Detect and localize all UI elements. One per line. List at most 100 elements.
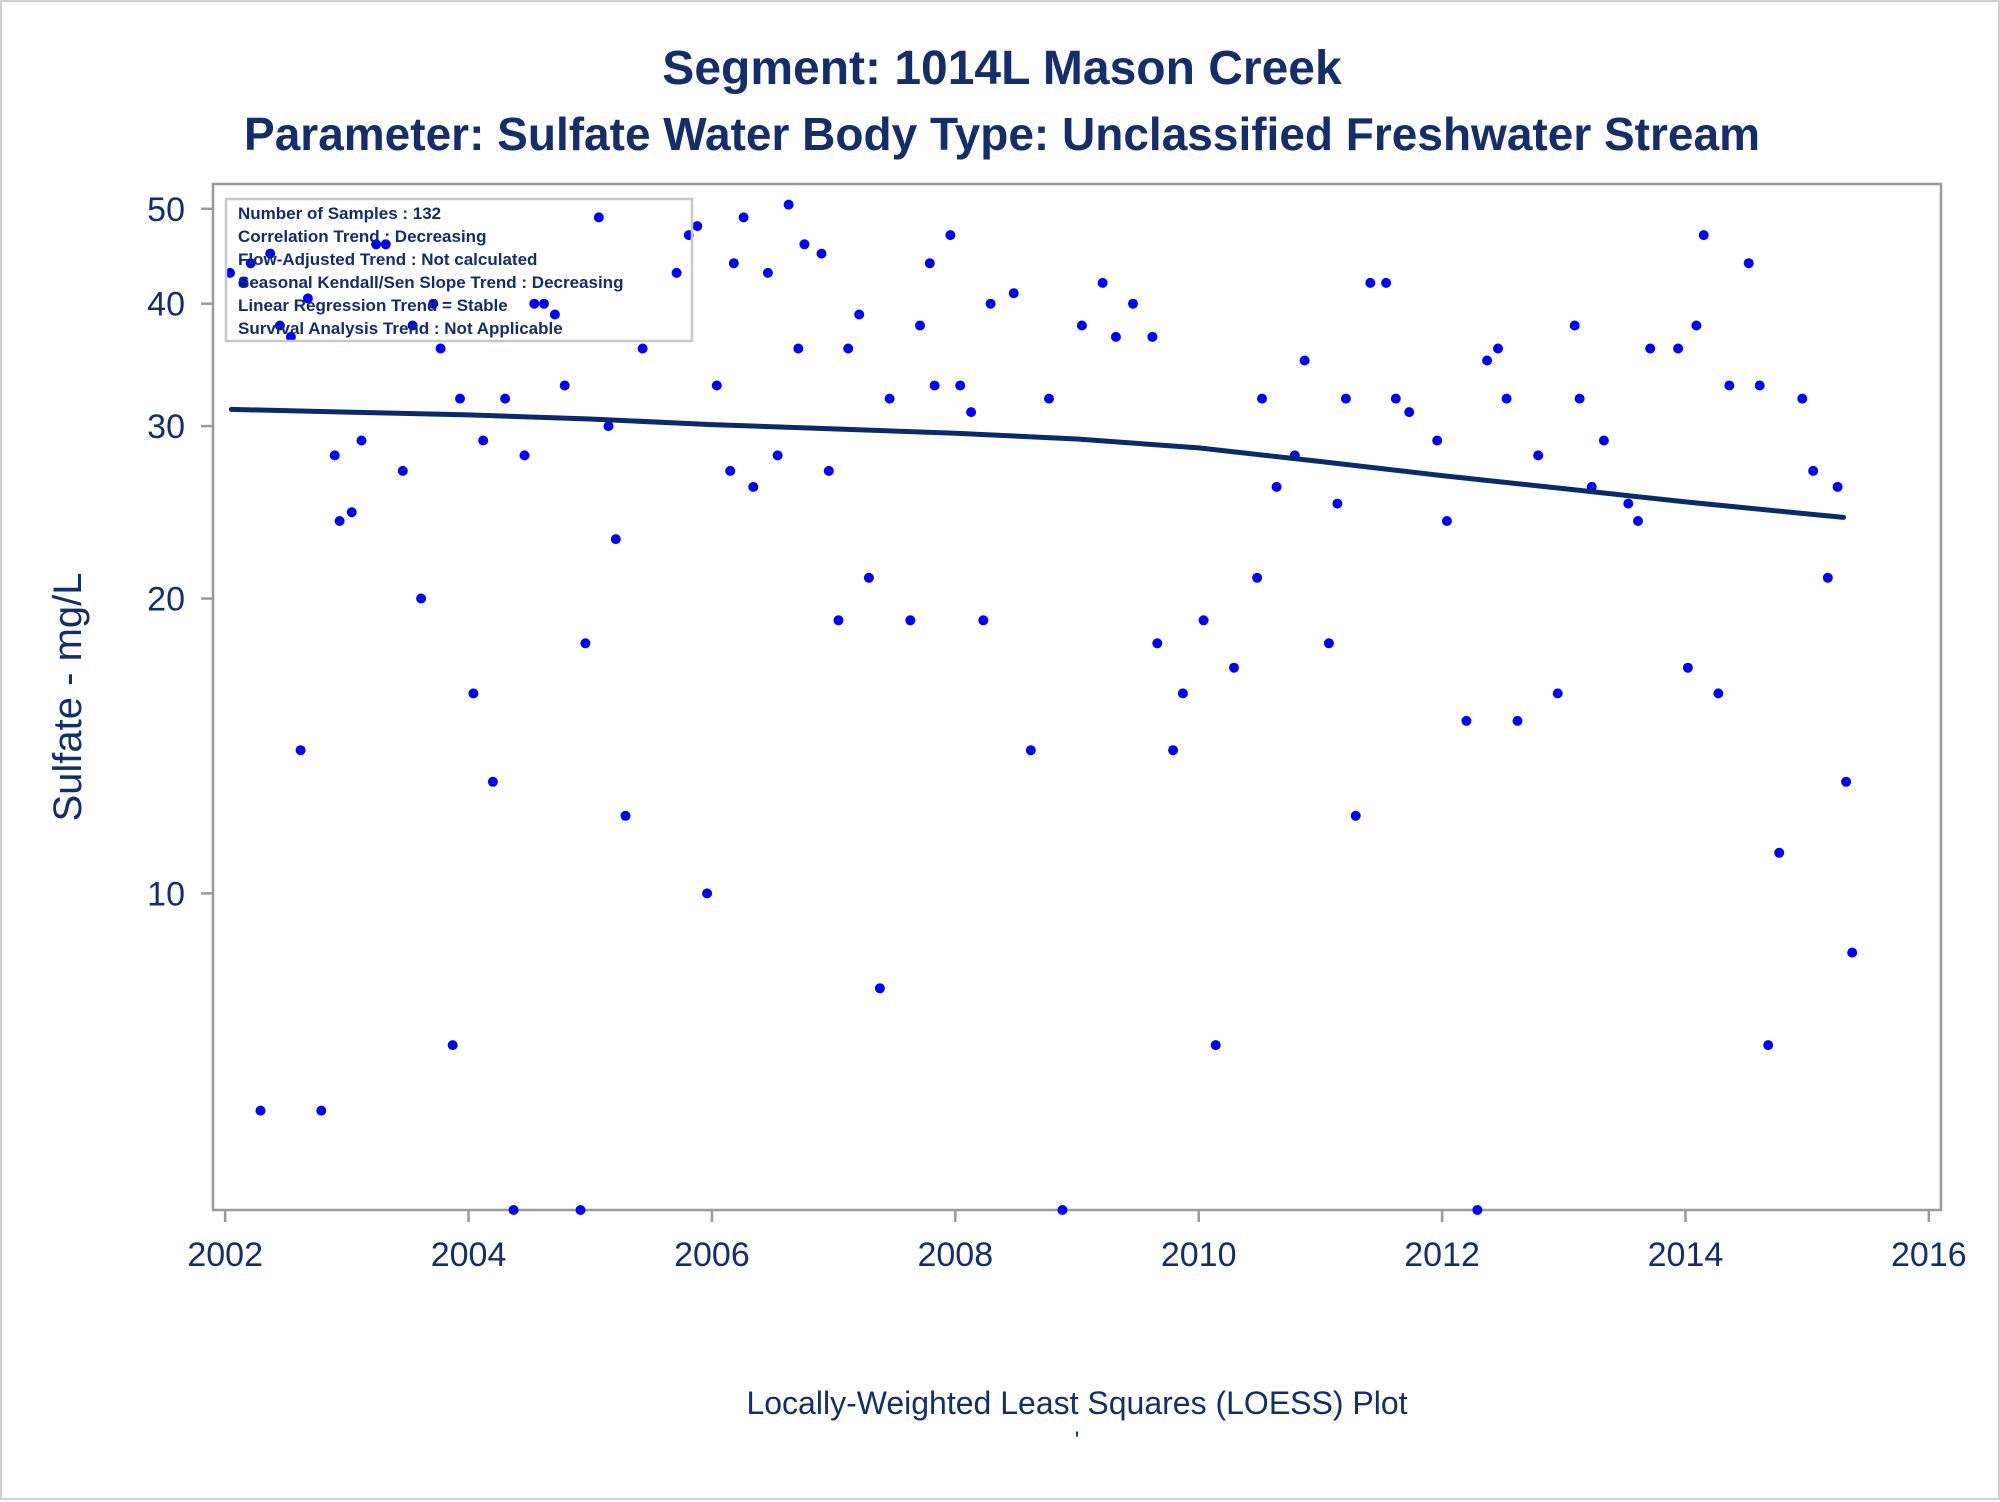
data-point (1598, 435, 1609, 446)
data-point (593, 212, 604, 223)
data-point (1832, 481, 1843, 492)
data-point (1841, 776, 1852, 787)
data-point (929, 380, 940, 391)
inset-line-6: Survival Analysis Trend : Not Applicable (238, 319, 563, 338)
data-point (692, 221, 703, 232)
x-tick-label: 2008 (917, 1236, 993, 1274)
data-point (1774, 847, 1785, 858)
footnote: Locally-Weighted Least Squares (LOESS) P… (746, 1385, 1407, 1421)
loess-line (228, 406, 1847, 520)
data-point (1271, 481, 1282, 492)
data-point (316, 1105, 327, 1116)
data-point (1461, 715, 1472, 726)
data-point (966, 407, 977, 418)
data-point (302, 293, 313, 304)
data-point (1404, 407, 1415, 418)
data-point (519, 450, 530, 461)
data-point (1673, 343, 1684, 354)
data-point (329, 450, 340, 461)
data-point (1501, 393, 1512, 404)
chart-subtitle: Parameter: Sulfate Water Body Type: Uncl… (244, 108, 1760, 160)
data-point (478, 435, 489, 446)
data-point (245, 258, 256, 269)
data-point (1743, 258, 1754, 269)
data-point (671, 267, 682, 278)
data-point (416, 593, 427, 604)
data-point (487, 776, 498, 787)
data-point (793, 343, 804, 354)
data-point (905, 615, 916, 626)
data-point (924, 258, 935, 269)
data-point (738, 212, 749, 223)
data-point (702, 888, 713, 899)
data-point (762, 267, 773, 278)
data-point (274, 320, 285, 331)
data-point (334, 516, 345, 526)
data-point (854, 309, 865, 320)
data-point (225, 267, 235, 278)
data-points (225, 199, 1858, 1215)
data-point (1822, 572, 1833, 583)
data-point (1713, 688, 1724, 699)
data-point (1691, 320, 1702, 331)
data-point (799, 239, 810, 250)
data-point (1198, 615, 1209, 626)
data-point (468, 688, 479, 699)
x-tick-label: 2006 (674, 1236, 750, 1274)
data-point (529, 298, 540, 309)
data-point (1493, 343, 1503, 354)
data-point (447, 1040, 458, 1051)
data-point (978, 615, 989, 626)
data-point (1552, 688, 1563, 699)
data-point (725, 465, 736, 476)
data-point (575, 1205, 586, 1215)
data-point (255, 1105, 266, 1116)
x-tick-label: 2010 (1161, 1236, 1237, 1274)
data-point (1340, 393, 1351, 404)
x-tick-label: 2004 (431, 1236, 507, 1274)
data-point (1682, 662, 1693, 673)
y-axis: 10 20 30 40 50 (147, 191, 213, 913)
data-point (346, 507, 357, 518)
data-point (1128, 298, 1138, 309)
data-point (1257, 393, 1267, 404)
trend-info-box-frame (224, 197, 694, 343)
data-point (1574, 393, 1585, 404)
data-point (1365, 277, 1376, 288)
data-point (295, 745, 306, 756)
data-point (356, 435, 367, 446)
data-point (823, 465, 834, 476)
data-point (1323, 638, 1334, 649)
data-point (435, 343, 446, 354)
data-point (772, 450, 783, 461)
inset-line-4: Seasonal Kendall/Sen Slope Trend : Decre… (238, 273, 623, 292)
inset-line-1: Number of Samples : 132 (238, 204, 441, 223)
data-point (407, 320, 418, 331)
data-point (1299, 355, 1310, 366)
data-point (1152, 638, 1163, 649)
data-point (1229, 662, 1239, 673)
data-point (1110, 331, 1121, 342)
data-point (1097, 277, 1108, 288)
data-point (728, 258, 739, 269)
data-point (1482, 355, 1493, 366)
data-point (1025, 745, 1036, 756)
data-point (1168, 745, 1179, 756)
data-point (539, 298, 549, 309)
data-point (1808, 465, 1819, 476)
data-point (1645, 343, 1656, 354)
data-point (610, 534, 621, 545)
data-point (1698, 230, 1709, 241)
data-point (843, 343, 854, 354)
chart-title: Segment: 1014L Mason Creek (662, 42, 1342, 95)
inset-line-5: Linear Regression Trend = Stable (238, 296, 508, 315)
data-point (1797, 393, 1808, 404)
plot-area (211, 182, 1943, 1212)
y-tick-label: 40 (147, 286, 185, 324)
data-point (397, 465, 408, 476)
data-point (1008, 288, 1019, 299)
y-tick-label: 20 (147, 581, 185, 619)
data-point (455, 393, 465, 404)
data-point (863, 572, 874, 583)
